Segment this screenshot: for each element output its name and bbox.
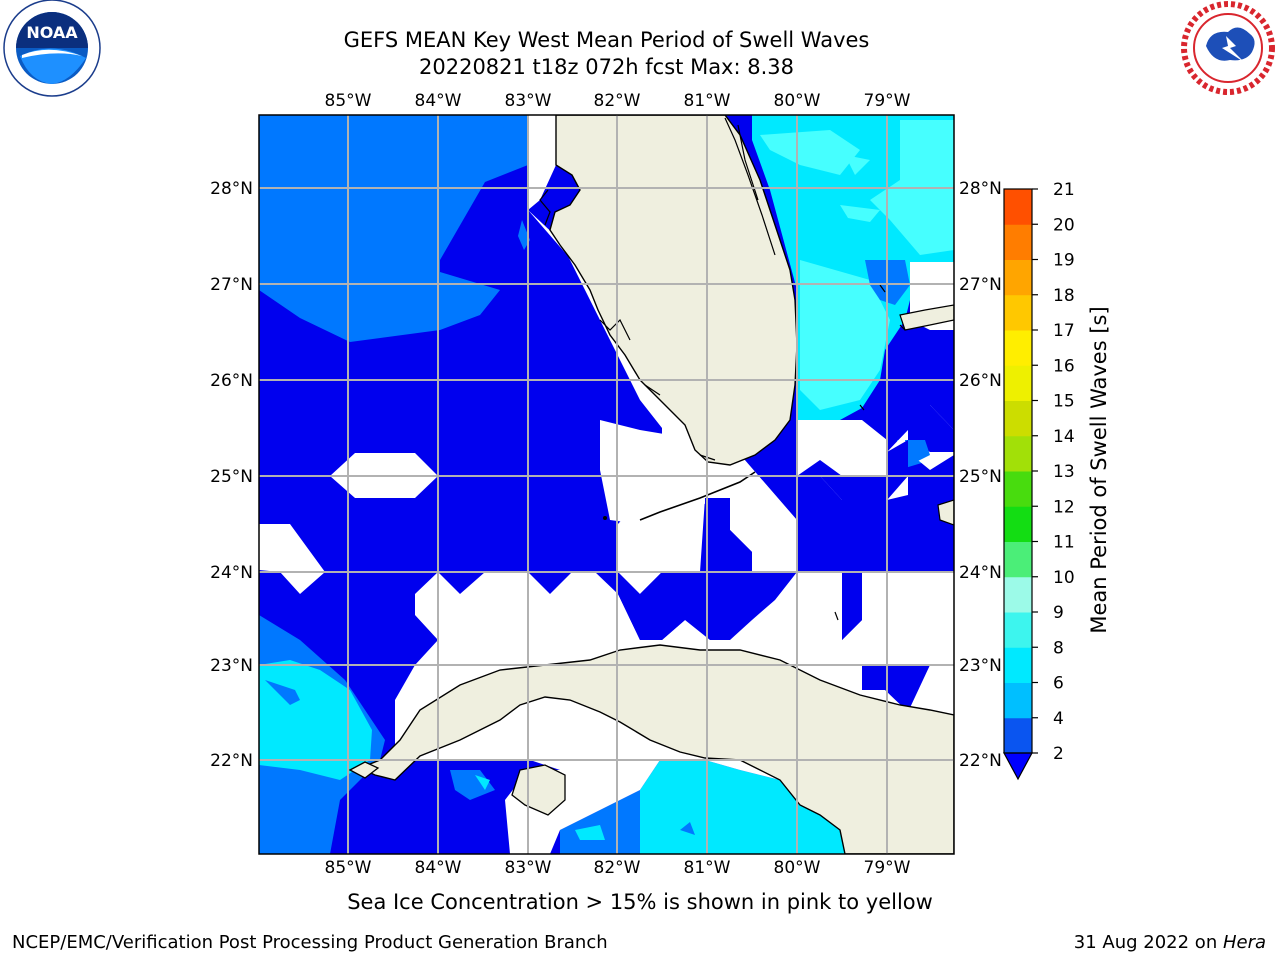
colorbar-tick-label: 2	[1053, 744, 1064, 764]
footer-date-text: 31 Aug 2022 on	[1073, 932, 1223, 953]
colorbar-segment	[1004, 576, 1032, 613]
colorbar-segment	[1004, 682, 1032, 719]
colorbar-under-arrow	[1002, 752, 1034, 781]
lon-label: 83°W	[505, 858, 552, 878]
colorbar-tick-label: 8	[1053, 638, 1064, 658]
noaa-logo-text: NOAA	[26, 23, 78, 42]
lon-label: 84°W	[415, 858, 462, 878]
colorbar-segment	[1004, 471, 1032, 507]
lat-labels-left: 28°N 27°N 26°N 25°N 24°N 23°N 22°N	[210, 179, 253, 771]
colorbar-tick-label: 16	[1053, 356, 1075, 376]
lat-label: 25°N	[959, 467, 1002, 487]
colorbar-segment	[1004, 259, 1032, 296]
colorbar: 2 4 6 8 9 10 11 12 13 14 15 16 17 18 19 20 21	[1002, 180, 1075, 781]
graticule	[259, 115, 954, 854]
colorbar-segment	[1004, 365, 1032, 401]
map-title: GEFS MEAN Key West Mean Period of Swell …	[343, 28, 870, 52]
lon-label: 84°W	[415, 91, 462, 111]
nws-logo	[1180, 0, 1276, 96]
lon-label: 83°W	[505, 91, 552, 111]
colorbar-tick-label: 13	[1053, 462, 1075, 482]
colorbar-segment	[1004, 330, 1032, 366]
colorbar-segment	[1004, 435, 1032, 472]
colorbar-tick-label: 21	[1053, 180, 1075, 200]
lat-label: 28°N	[959, 179, 1002, 199]
colorbar-segment	[1004, 647, 1032, 683]
map-subtitle: 20220821 t18z 072h fcst Max: 8.38	[419, 55, 794, 79]
lon-labels-top: 85°W 84°W 83°W 82°W 81°W 80°W 79°W	[325, 91, 911, 111]
colorbar-tick-label: 19	[1053, 251, 1075, 271]
colorbar-segment	[1004, 294, 1032, 331]
land-florida	[549, 115, 798, 466]
land-cuba	[358, 644, 954, 854]
lon-label: 80°W	[774, 91, 821, 111]
colorbar-segment	[1004, 400, 1032, 437]
sea-ice-note: Sea Ice Concentration > 15% is shown in …	[347, 890, 933, 914]
colorbar-segment	[1004, 506, 1032, 542]
colorbar-segment	[1004, 612, 1032, 648]
swell-level-4-6	[259, 115, 528, 342]
map-plot	[259, 115, 954, 854]
lat-label: 28°N	[210, 179, 253, 199]
lon-label: 81°W	[684, 858, 731, 878]
lon-label: 82°W	[594, 91, 641, 111]
lat-labels-right: 28°N 27°N 26°N 25°N 24°N 23°N 22°N	[959, 179, 1002, 771]
colorbar-label: Mean Period of Swell Waves [s]	[1087, 306, 1111, 633]
lon-label: 85°W	[325, 858, 372, 878]
footer-machine: Hera	[1222, 932, 1266, 953]
footer-credit: NCEP/EMC/Verification Post Processing Pr…	[12, 932, 608, 953]
lat-label: 22°N	[959, 751, 1002, 771]
colorbar-tick-label: 12	[1053, 497, 1075, 517]
lat-label: 27°N	[210, 275, 253, 295]
noaa-logo: NOAA	[3, 0, 101, 97]
lon-label: 82°W	[594, 858, 641, 878]
lat-label: 23°N	[959, 656, 1002, 676]
lon-label: 79°W	[864, 91, 911, 111]
lat-label: 24°N	[959, 563, 1002, 583]
lat-label: 23°N	[210, 656, 253, 676]
lon-label: 81°W	[684, 91, 731, 111]
lat-label: 26°N	[959, 371, 1002, 391]
colorbar-tick-label: 17	[1053, 321, 1075, 341]
colorbar-tick-label: 6	[1053, 674, 1064, 694]
lat-label: 22°N	[210, 751, 253, 771]
lat-label: 24°N	[210, 563, 253, 583]
lon-label: 85°W	[325, 91, 372, 111]
colorbar-tick-label: 18	[1053, 286, 1075, 306]
map-frame	[258, 114, 955, 855]
lon-label: 79°W	[864, 858, 911, 878]
colorbar-segment	[1004, 224, 1032, 260]
lat-label: 25°N	[210, 467, 253, 487]
colorbar-tick-label: 11	[1053, 533, 1075, 553]
colorbar-segment	[1004, 541, 1032, 578]
colorbar-segment	[1004, 189, 1032, 225]
colorbar-tick-label: 4	[1053, 709, 1064, 729]
colorbar-tick-label: 9	[1053, 603, 1064, 623]
footer-date: 31 Aug 2022 on Hera	[1074, 932, 1266, 953]
lon-label: 80°W	[774, 858, 821, 878]
colorbar-tick-label: 10	[1053, 568, 1075, 588]
lat-label: 27°N	[959, 275, 1002, 295]
colorbar-tick-label: 20	[1053, 215, 1075, 235]
colorbar-tick-label: 15	[1053, 392, 1075, 412]
colorbar-tick-label: 14	[1053, 427, 1075, 447]
lat-label: 26°N	[210, 371, 253, 391]
colorbar-segment	[1004, 717, 1032, 754]
lon-labels-bottom: 85°W 84°W 83°W 82°W 81°W 80°W 79°W	[325, 858, 911, 878]
